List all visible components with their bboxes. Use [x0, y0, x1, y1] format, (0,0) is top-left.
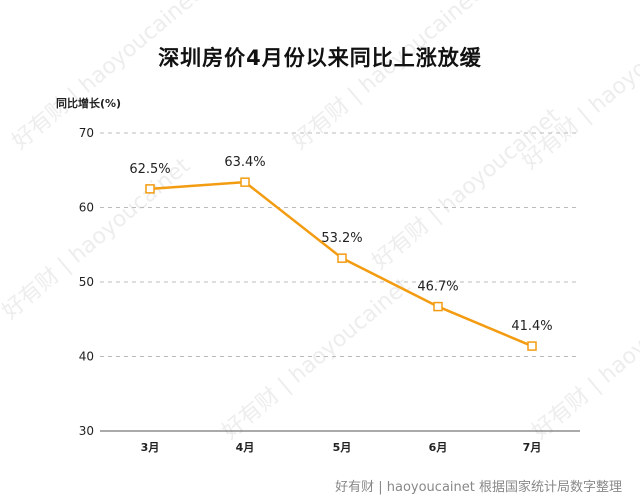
series-layer: 62.5% 63.4% 53.2% 46.7% 41.4% — [129, 155, 553, 351]
data-label: 41.4% — [511, 319, 552, 334]
y-axis-label: 同比增长(%) — [56, 97, 122, 110]
y-tick-label: 60 — [79, 201, 94, 215]
data-point-marker — [240, 177, 250, 187]
data-label: 63.4% — [224, 155, 265, 170]
source-note: 好有财 | haoyoucainet 根据国家统计局数字整理 — [335, 480, 622, 495]
watermark-text: 好有财 | haoyoucainet — [518, 3, 640, 174]
y-tick-label: 70 — [79, 126, 94, 140]
data-point-marker — [145, 184, 155, 194]
data-label: 62.5% — [129, 162, 170, 177]
y-axis-ticks: 70 60 50 40 30 — [79, 126, 94, 438]
grid-lines — [100, 132, 580, 432]
watermark-text: 好有财 | haoyoucainet — [528, 273, 640, 444]
watermark-text: 好有财 | haoyoucainet — [288, 0, 486, 155]
x-tick-label: 3月 — [141, 441, 160, 454]
x-axis-ticks: 3月 4月 5月 6月 7月 — [141, 441, 542, 454]
chart-title: 深圳房价4月份以来同比上涨放缓 — [158, 46, 482, 70]
data-label: 46.7% — [417, 280, 458, 295]
data-point-marker — [337, 253, 347, 263]
x-tick-label: 7月 — [523, 441, 542, 454]
watermark-text: 好有财 | haoyoucainet — [0, 153, 195, 324]
data-point-marker — [433, 301, 443, 312]
watermark-text: 好有财 | haoyoucainet — [8, 0, 206, 155]
y-tick-label: 50 — [79, 275, 94, 289]
y-tick-label: 40 — [79, 350, 94, 364]
x-tick-label: 6月 — [429, 441, 448, 454]
watermark-text: 好有财 | haoyoucainet — [368, 103, 566, 274]
y-tick-label: 30 — [79, 424, 94, 438]
data-label: 53.2% — [321, 231, 362, 246]
x-tick-label: 5月 — [333, 441, 352, 454]
x-tick-label: 4月 — [236, 441, 255, 454]
watermark-text: 好有财 | haoyoucainet — [218, 273, 416, 444]
data-point-marker — [527, 341, 537, 351]
